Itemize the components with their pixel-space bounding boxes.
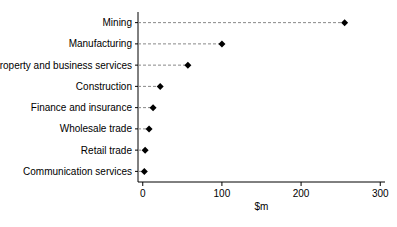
x-tick-label: 100 <box>214 188 231 199</box>
y-tick <box>135 65 138 66</box>
y-tick <box>135 150 138 151</box>
y-tick <box>135 128 138 129</box>
y-tick <box>135 171 138 172</box>
chart-root: 0 100 200 300 $m Mining Manufacturing Property … <box>0 0 397 227</box>
dot <box>150 104 157 111</box>
dot <box>142 147 149 154</box>
y-tick <box>135 22 138 23</box>
x-tick <box>301 182 302 186</box>
category-label: Property and business services <box>0 60 132 71</box>
category-label: Mining <box>103 17 132 28</box>
chart-svg: 0 100 200 300 $m Mining Manufacturing Property … <box>0 0 397 227</box>
dot <box>341 19 348 26</box>
y-axis-line <box>138 12 139 182</box>
category-label: Construction <box>76 81 132 92</box>
leader-line <box>138 43 222 44</box>
category-label: Communication services <box>23 166 132 177</box>
x-tick <box>142 182 143 186</box>
y-tick <box>135 43 138 44</box>
leader-line <box>138 22 345 23</box>
y-tick <box>135 86 138 87</box>
category-label: Wholesale trade <box>60 123 133 134</box>
y-tick <box>135 107 138 108</box>
dot <box>146 125 153 132</box>
dot <box>218 40 225 47</box>
x-tick-label: 0 <box>140 188 146 199</box>
x-tick <box>380 182 381 186</box>
leader-line <box>138 65 188 66</box>
x-axis-label: $m <box>255 201 269 212</box>
category-label: Manufacturing <box>69 38 132 49</box>
category-label: Retail trade <box>81 145 133 156</box>
x-tick-label: 200 <box>293 188 310 199</box>
category-label: Finance and insurance <box>31 102 133 113</box>
x-tick-label: 300 <box>372 188 389 199</box>
dot <box>184 62 191 69</box>
dot <box>141 168 148 175</box>
x-axis-line <box>138 182 385 183</box>
dot <box>157 83 164 90</box>
x-tick <box>221 182 222 186</box>
marks <box>138 19 348 175</box>
